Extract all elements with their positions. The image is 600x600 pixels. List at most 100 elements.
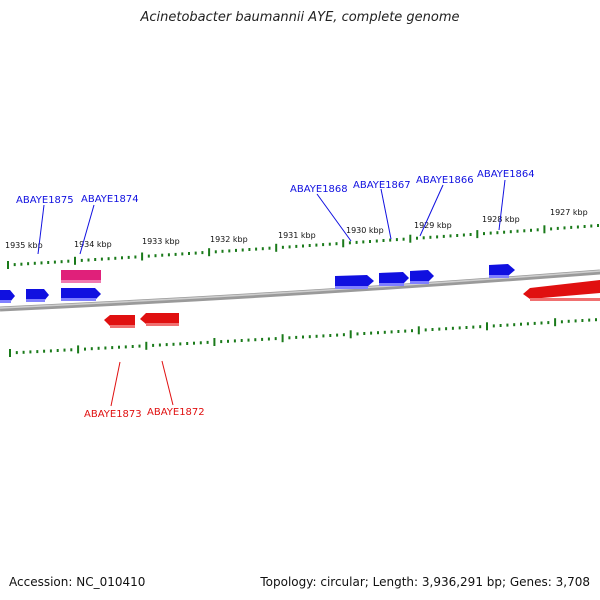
minor-tick <box>43 349 46 353</box>
minor-tick <box>315 334 318 338</box>
minor-tick <box>247 338 250 342</box>
minor-tick <box>87 258 90 262</box>
minor-tick <box>97 346 100 350</box>
gene-label-abaye1866[interactable]: ABAYE1866 <box>416 175 474 186</box>
minor-tick <box>228 249 231 253</box>
minor-tick <box>472 325 475 329</box>
minor-tick <box>465 326 468 329</box>
minor-tick <box>13 263 16 267</box>
minor-tick <box>206 340 209 344</box>
minor-tick <box>107 257 110 261</box>
major-tick <box>145 341 148 350</box>
major-tick <box>409 234 412 243</box>
gene-block[interactable] <box>104 315 135 328</box>
gene-block[interactable] <box>61 288 101 301</box>
minor-tick <box>322 334 325 338</box>
minor-tick <box>342 333 345 337</box>
minor-tick <box>389 238 392 242</box>
minor-tick <box>131 345 134 348</box>
minor-tick <box>530 228 532 232</box>
genome-backbone-highlight <box>0 270 600 309</box>
minor-tick <box>248 248 251 251</box>
gene-label-abaye1868[interactable]: ABAYE1868 <box>290 184 348 195</box>
gene-label-abaye1875[interactable]: ABAYE1875 <box>16 195 74 206</box>
gene-block[interactable] <box>379 272 409 286</box>
minor-tick <box>201 251 204 255</box>
highlighted-gene[interactable] <box>61 270 101 283</box>
minor-tick <box>335 242 338 246</box>
minor-tick <box>121 256 123 260</box>
minor-tick <box>33 261 36 265</box>
minor-tick <box>302 335 304 339</box>
minor-tick <box>281 245 284 249</box>
minor-tick <box>322 243 325 247</box>
minor-tick <box>533 321 536 325</box>
genome-backbone <box>0 269 600 312</box>
minor-tick <box>436 235 439 239</box>
tick-label-1929: 1929 kbp <box>414 221 452 230</box>
minor-tick <box>255 247 258 251</box>
minor-tick <box>174 252 177 256</box>
minor-tick <box>355 240 358 244</box>
major-tick <box>342 239 345 248</box>
major-tick <box>275 243 278 252</box>
minor-tick <box>422 236 425 240</box>
gene-block[interactable] <box>523 280 600 301</box>
minor-tick <box>469 233 472 236</box>
tick-label-1930: 1930 kbp <box>346 226 384 235</box>
gene-label-abaye1874[interactable]: ABAYE1874 <box>81 194 139 205</box>
minor-tick <box>94 258 97 261</box>
minor-tick <box>449 234 452 238</box>
minor-tick <box>382 239 385 242</box>
minor-tick <box>165 343 168 347</box>
minor-tick <box>563 226 566 230</box>
tick-label-1928: 1928 kbp <box>482 215 520 224</box>
gene-block[interactable] <box>0 290 15 303</box>
minor-tick <box>513 323 516 327</box>
minor-tick <box>523 229 526 233</box>
reverse-callouts <box>110 360 174 407</box>
gene-label-abaye1873[interactable]: ABAYE1873 <box>84 409 142 420</box>
minor-tick <box>295 244 298 248</box>
minor-tick <box>181 252 184 256</box>
minor-tick <box>261 337 264 341</box>
gene-block[interactable] <box>410 270 434 284</box>
major-tick <box>7 261 9 269</box>
minor-tick <box>489 231 492 235</box>
gene-block[interactable] <box>489 264 515 278</box>
gene-block[interactable] <box>140 313 179 326</box>
minor-tick <box>188 252 190 255</box>
minor-tick <box>499 324 502 327</box>
major-tick <box>543 225 546 234</box>
major-tick <box>208 248 211 257</box>
minor-tick <box>547 321 550 325</box>
diagram-title: Acinetobacter baumannii AYE, complete ge… <box>140 10 460 25</box>
minor-tick <box>503 230 506 234</box>
tick-label-1932: 1932 kbp <box>210 235 248 244</box>
minor-tick <box>194 251 197 255</box>
minor-tick <box>315 243 318 247</box>
minor-tick <box>172 342 175 346</box>
gene-label-abaye1864[interactable]: ABAYE1864 <box>477 169 535 180</box>
minor-tick <box>179 342 182 346</box>
minor-tick <box>124 345 127 349</box>
minor-tick <box>214 250 217 254</box>
minor-tick <box>581 319 584 322</box>
minor-tick <box>540 321 543 325</box>
minor-tick <box>267 337 270 341</box>
minor-tick <box>90 347 93 351</box>
gene-block[interactable] <box>26 289 49 302</box>
minor-tick <box>496 231 499 235</box>
minor-tick <box>445 327 448 331</box>
minor-tick <box>370 331 373 335</box>
minor-tick <box>261 247 264 251</box>
minor-tick <box>268 246 271 250</box>
gene-block[interactable] <box>335 275 374 289</box>
minor-tick <box>377 331 379 335</box>
minor-tick <box>27 262 30 266</box>
gene-label-abaye1872[interactable]: ABAYE1872 <box>147 407 205 418</box>
minor-tick <box>63 348 66 352</box>
minor-tick <box>254 338 257 342</box>
gene-label-abaye1867[interactable]: ABAYE1867 <box>353 180 411 191</box>
